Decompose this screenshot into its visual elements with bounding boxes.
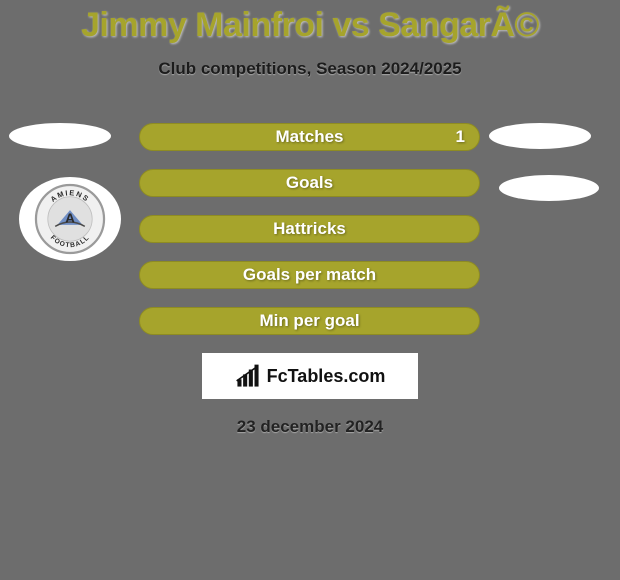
page-subtitle: Club competitions, Season 2024/2025 (0, 59, 620, 79)
stat-bar-matches: Matches 1 (139, 123, 480, 151)
stat-label: Goals per match (243, 265, 376, 285)
player1-club-badge: AMIENS FOOTBALL A (19, 177, 121, 261)
source-logo: FcTables.com (202, 353, 418, 399)
player1-photo-placeholder (9, 123, 111, 149)
stat-bar-goals-per-match: Goals per match (139, 261, 480, 289)
stat-bar-goals: Goals (139, 169, 480, 197)
stat-label: Matches (275, 127, 343, 147)
amiens-badge-icon: AMIENS FOOTBALL A (25, 182, 115, 256)
stat-label: Min per goal (259, 311, 359, 331)
stat-label: Hattricks (273, 219, 346, 239)
generated-date: 23 december 2024 (0, 417, 620, 437)
stat-bar-min-per-goal: Min per goal (139, 307, 480, 335)
page-title: Jimmy Mainfroi vs SangarÃ© (0, 0, 620, 45)
fctables-chart-icon (235, 363, 261, 389)
player2-club-badge-placeholder (499, 175, 599, 201)
source-logo-text: FcTables.com (267, 366, 386, 387)
svg-text:A: A (65, 211, 75, 226)
stat-bar-hattricks: Hattricks (139, 215, 480, 243)
player2-photo-placeholder (489, 123, 591, 149)
stat-label: Goals (286, 173, 333, 193)
stat-bars: Matches 1 Goals Hattricks Goals per matc… (139, 123, 480, 335)
stat-value: 1 (456, 127, 465, 147)
comparison-content: AMIENS FOOTBALL A Matches 1 Goals Hattri… (0, 123, 620, 437)
